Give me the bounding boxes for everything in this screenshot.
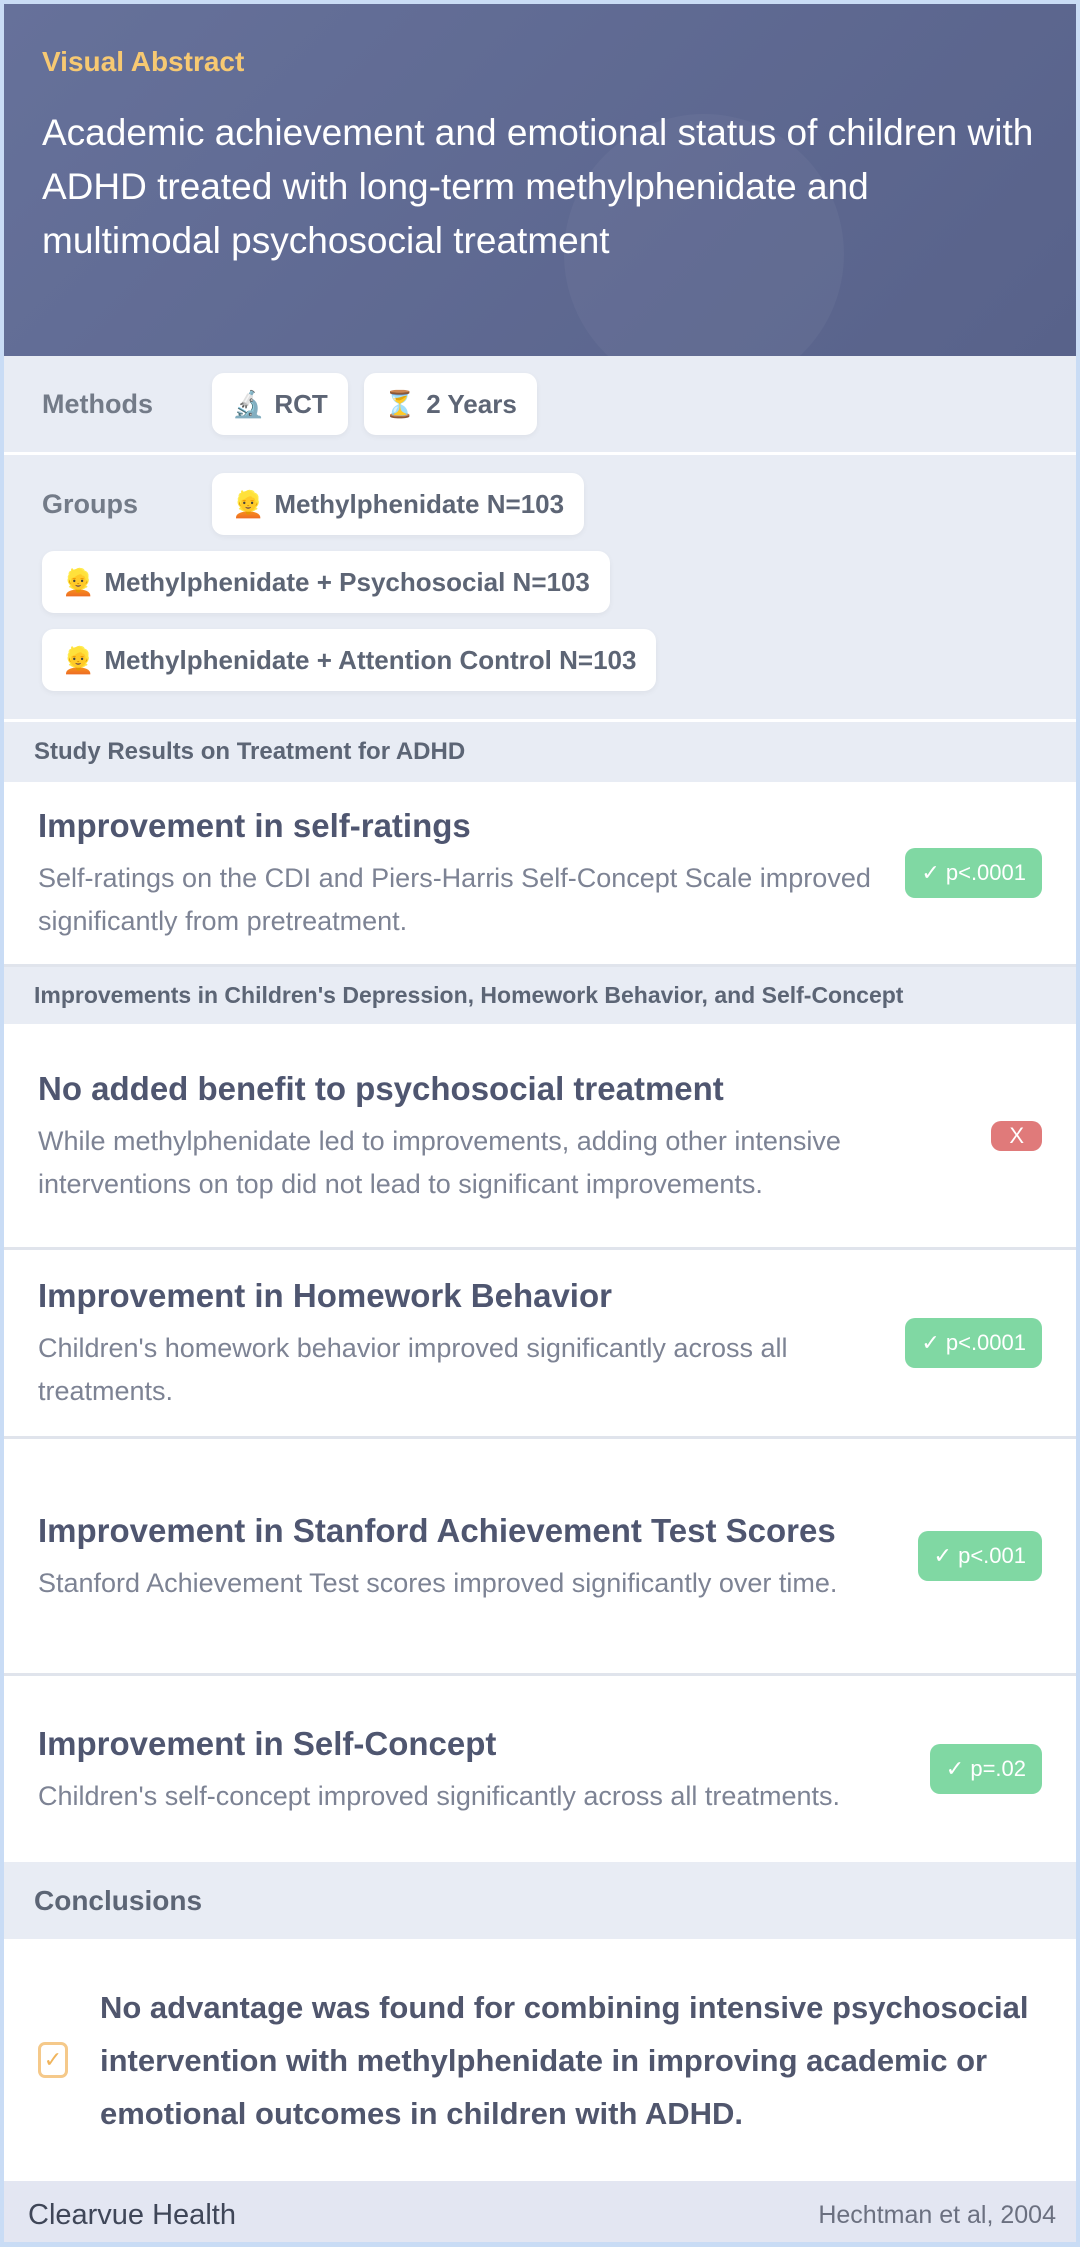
result-title: Improvement in Homework Behavior [38, 1277, 612, 1314]
result-text: Children's homework behavior improved si… [38, 1333, 788, 1406]
pill-label: RCT [274, 388, 328, 419]
conclusions-header: Conclusions [4, 1862, 1076, 1939]
group-pill: 👱 Methylphenidate + Psychosocial N=103 [42, 551, 610, 613]
significance-badge: ✓ p<.001 [917, 1531, 1042, 1581]
section-header: Study Results on Treatment for ADHD [4, 722, 1076, 782]
person-icon: 👱 [62, 566, 95, 597]
footer: Clearvue Health Hechtman et al, 2004 [4, 2181, 1076, 2242]
close-icon: X [991, 1120, 1042, 1151]
pill-label: Methylphenidate + Psychosocial N=103 [104, 566, 590, 597]
result-text: Self-ratings on the CDI and Piers-Harris… [38, 863, 871, 936]
brand-logo: Clearvue Health [28, 2198, 236, 2231]
result-card: Improvement in Stanford Achievement Test… [4, 1439, 1076, 1676]
visual-abstract: Visual Abstract Academic achievement and… [4, 4, 1076, 2242]
pill-label: Methylphenidate N=103 [274, 488, 565, 519]
groups-row: Groups 👱 Methylphenidate N=103 👱 Methylphe… [4, 455, 1076, 722]
result-text: Stanford Achievement Test scores improve… [38, 1567, 838, 1598]
result-title: Improvement in self-ratings [38, 807, 471, 844]
result-title: Improvement in Self-Concept [38, 1724, 497, 1762]
methods-row: Methods 🔬 RCT ⏳ 2 Years [4, 356, 1076, 455]
page-title: Academic achievement and emotional statu… [42, 112, 1034, 261]
methods-label: Methods [42, 388, 153, 419]
result-card: No added benefit to psychosocial treatme… [4, 1024, 1076, 1250]
significance-badge: ✓ p=.02 [929, 1744, 1042, 1794]
group-pill: 👱 Methylphenidate + Attention Control N=1… [42, 629, 657, 691]
person-icon: 👱 [232, 488, 265, 519]
result-title: Improvement in Stanford Achievement Test… [38, 1511, 836, 1549]
pill-label: 2 Years [426, 388, 517, 419]
kicker: Visual Abstract [42, 46, 245, 77]
section-header: Improvements in Children's Depression, H… [4, 967, 1076, 1024]
result-text: While methylphenidate led to improvement… [38, 1125, 841, 1199]
result-card: Improvement in Self-Concept Children's s… [4, 1676, 1076, 1862]
result-text: Children's self-concept improved signifi… [38, 1780, 840, 1811]
method-pill-duration: ⏳ 2 Years [363, 373, 537, 435]
citation: Hechtman et al, 2004 [818, 2200, 1056, 2229]
person-icon: 👱 [62, 644, 95, 675]
significance-badge: ✓ p<.0001 [905, 1318, 1042, 1368]
conclusion-text: No advantage was found for combining int… [100, 1989, 1029, 2131]
conclusion: ✓ No advantage was found for combining i… [4, 1939, 1076, 2181]
result-card: Improvement in self-ratings Self-ratings… [4, 782, 1076, 967]
checkbox-icon: ✓ [38, 2042, 68, 2078]
result-title: No added benefit to psychosocial treatme… [38, 1069, 724, 1107]
significance-badge: ✓ p<.0001 [905, 848, 1042, 898]
group-pill: 👱 Methylphenidate N=103 [212, 473, 585, 535]
header: Visual Abstract Academic achievement and… [4, 4, 1076, 356]
groups-label: Groups [42, 488, 139, 519]
pill-label: Methylphenidate + Attention Control N=10… [104, 644, 637, 675]
method-pill-rct: 🔬 RCT [212, 373, 348, 435]
hourglass-icon: ⏳ [383, 388, 417, 419]
microscope-icon: 🔬 [232, 388, 265, 419]
result-card: Improvement in Homework Behavior Childre… [4, 1250, 1076, 1439]
